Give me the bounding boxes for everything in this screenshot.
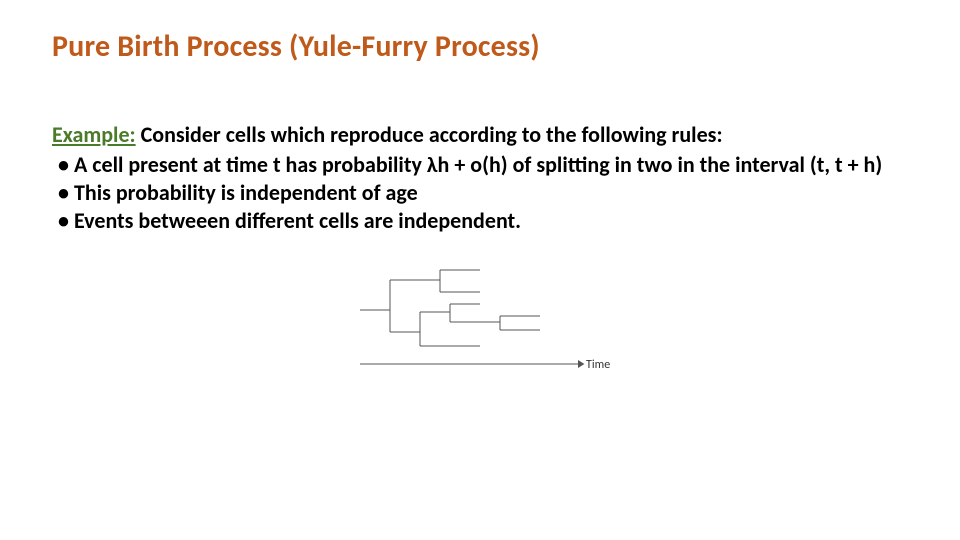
bullet-dot: • [52,207,74,235]
birth-tree-diagram: Time [330,260,630,380]
example-intro: Consider cells which reproduce according… [141,121,723,148]
list-item: • This probability is independent of age [52,179,908,207]
bullet-text: A cell present at time t has probability… [74,151,908,179]
example-label: Example: [52,121,136,148]
example-line: Example: Consider cells which reproduce … [52,121,908,149]
list-item: • A cell present at time t has probabili… [52,151,908,179]
diagram-container: Time [52,260,908,380]
list-item: • Events betweeen different cells are in… [52,207,908,235]
bullet-text: Events betweeen different cells are inde… [74,207,908,235]
slide: Pure Birth Process (Yule-Furry Process) … [0,0,960,540]
bullet-dot: • [52,179,74,207]
page-title: Pure Birth Process (Yule-Furry Process) [52,28,908,65]
body-text: Example: Consider cells which reproduce … [52,121,908,236]
axis-label: Time [586,358,610,372]
bullet-text: This probability is independent of age [74,179,908,207]
bullet-list: • A cell present at time t has probabili… [52,151,908,235]
bullet-dot: • [52,151,74,179]
